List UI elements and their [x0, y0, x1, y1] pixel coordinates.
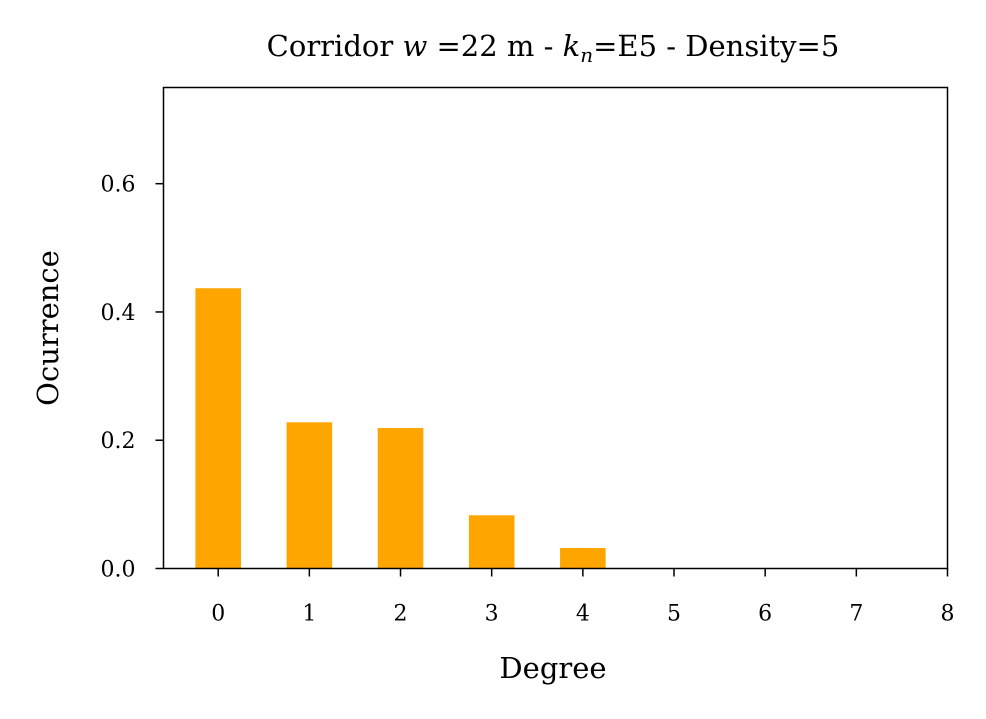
x-tick-label: 3: [485, 602, 499, 627]
x-tick-label: 7: [849, 602, 863, 627]
x-tick-label: 0: [211, 602, 225, 627]
y-tick-label: 0.4: [101, 301, 136, 326]
bar-degree-2: [377, 428, 424, 569]
y-tick-label: 0.6: [101, 173, 136, 198]
x-tick-label: 6: [758, 602, 772, 627]
x-tick-label: 8: [941, 602, 955, 627]
y-tick-label: 0.2: [101, 429, 136, 454]
bar-degree-0: [195, 288, 241, 569]
y-tick-label: 0.0: [101, 558, 136, 583]
x-tick-label: 2: [394, 602, 408, 627]
y-axis-label: Ocurrence: [31, 250, 65, 406]
x-tick-label: 5: [667, 602, 681, 627]
bar-degree-4: [560, 547, 606, 569]
plot-frame: [162, 86, 949, 570]
x-axis-label: Degree: [499, 651, 606, 685]
y-axis: 0.0 0.2 0.4 0.6: [101, 173, 164, 583]
bars-group: [195, 288, 606, 569]
x-tick-label: 4: [576, 602, 590, 627]
bar-degree-1: [286, 422, 333, 569]
x-axis: 0 1 2 3 4 5 6 7 8: [211, 568, 955, 627]
x-tick-label: 1: [302, 602, 316, 627]
bar-degree-3: [468, 515, 515, 569]
chart-title: Corridor w =22 m - kn=E5 - Density=5: [267, 29, 840, 67]
